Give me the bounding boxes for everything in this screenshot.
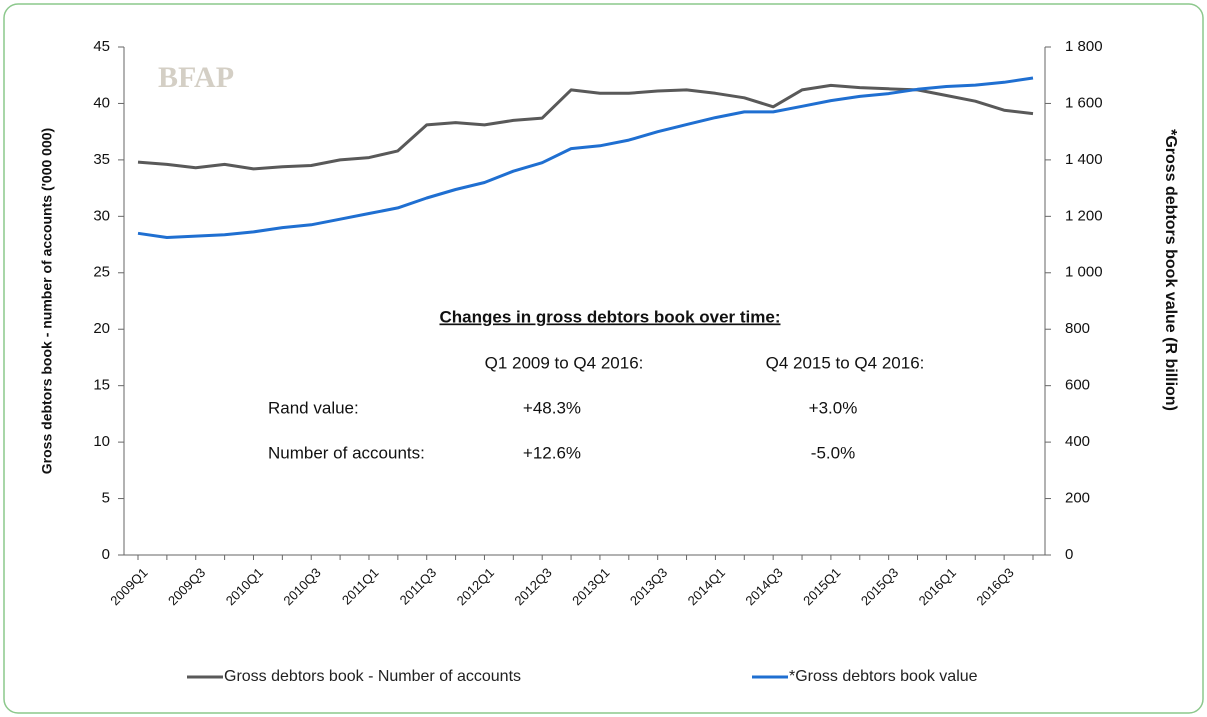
x-tick-label: 2009Q1 [107, 565, 150, 608]
x-tick-label: 2015Q1 [800, 565, 843, 608]
x-tick-label: 2013Q3 [627, 565, 670, 608]
x-tick-label: 2014Q3 [742, 565, 785, 608]
logo: BFAP [158, 61, 234, 94]
y2-axis-title: *Gross debtors book value (R billion) [1162, 129, 1179, 411]
annotation-column: Q4 2015 to Q4 2016: [766, 353, 925, 372]
y-tick-label: 20 [93, 320, 110, 337]
y2-tick-label: 1 200 [1065, 207, 1103, 224]
x-tick-label: 2014Q1 [685, 565, 728, 608]
x-tick-label: 2010Q3 [280, 565, 323, 608]
x-tick-label: 2016Q1 [916, 565, 959, 608]
x-tick-label: 2011Q1 [339, 565, 382, 608]
x-tick-label: 2012Q3 [511, 565, 554, 608]
annotation-column: Q1 2009 to Q4 2016: [485, 353, 644, 372]
y2-tick-label: 1 000 [1065, 264, 1103, 281]
y-tick-label: 30 [93, 207, 110, 224]
frame [3, 3, 1204, 714]
y-tick-label: 10 [93, 433, 110, 450]
x-tick-label: 2015Q3 [858, 565, 901, 608]
x-tick-label: 2016Q3 [973, 565, 1016, 608]
y-tick-label: 35 [93, 151, 110, 168]
y2-tick-label: 1 600 [1065, 94, 1103, 111]
series-line [137, 76, 1034, 239]
x-tick-label: 2011Q3 [397, 565, 440, 608]
annotation-row-label: Rand value: [268, 398, 359, 417]
legend-label: Gross debtors book - Number of accounts [224, 668, 521, 685]
y-tick-label: 45 [93, 38, 110, 55]
series-line [137, 83, 1034, 171]
y2-tick-label: 1 400 [1065, 151, 1103, 168]
y2-tick-label: 400 [1065, 433, 1090, 450]
y2-tick-label: 800 [1065, 320, 1090, 337]
legend-label: *Gross debtors book value [789, 668, 978, 685]
annotation-value: +48.3% [523, 398, 581, 417]
y-tick-label: 0 [102, 546, 110, 563]
y2-tick-label: 0 [1065, 546, 1073, 563]
y-axis-title: Gross debtors book - number of accounts … [39, 128, 55, 474]
x-tick-label: 2013Q1 [569, 565, 612, 608]
annotation-value: -5.0% [811, 443, 855, 462]
x-tick-label: 2012Q1 [454, 565, 497, 608]
y-tick-label: 15 [93, 377, 110, 394]
annotation-value: +3.0% [809, 398, 858, 417]
y-tick-label: 40 [93, 94, 110, 111]
x-tick-label: 2010Q1 [223, 565, 266, 608]
y2-tick-label: 200 [1065, 490, 1090, 507]
annotation-row-label: Number of accounts: [268, 443, 425, 462]
y-tick-label: 25 [93, 264, 110, 281]
annotation-heading: Changes in gross debtors book over time: [439, 307, 780, 326]
y-tick-label: 5 [102, 490, 110, 507]
y2-tick-label: 600 [1065, 377, 1090, 394]
y2-tick-label: 1 800 [1065, 38, 1103, 55]
annotation-value: +12.6% [523, 443, 581, 462]
x-tick-label: 2009Q3 [165, 565, 208, 608]
